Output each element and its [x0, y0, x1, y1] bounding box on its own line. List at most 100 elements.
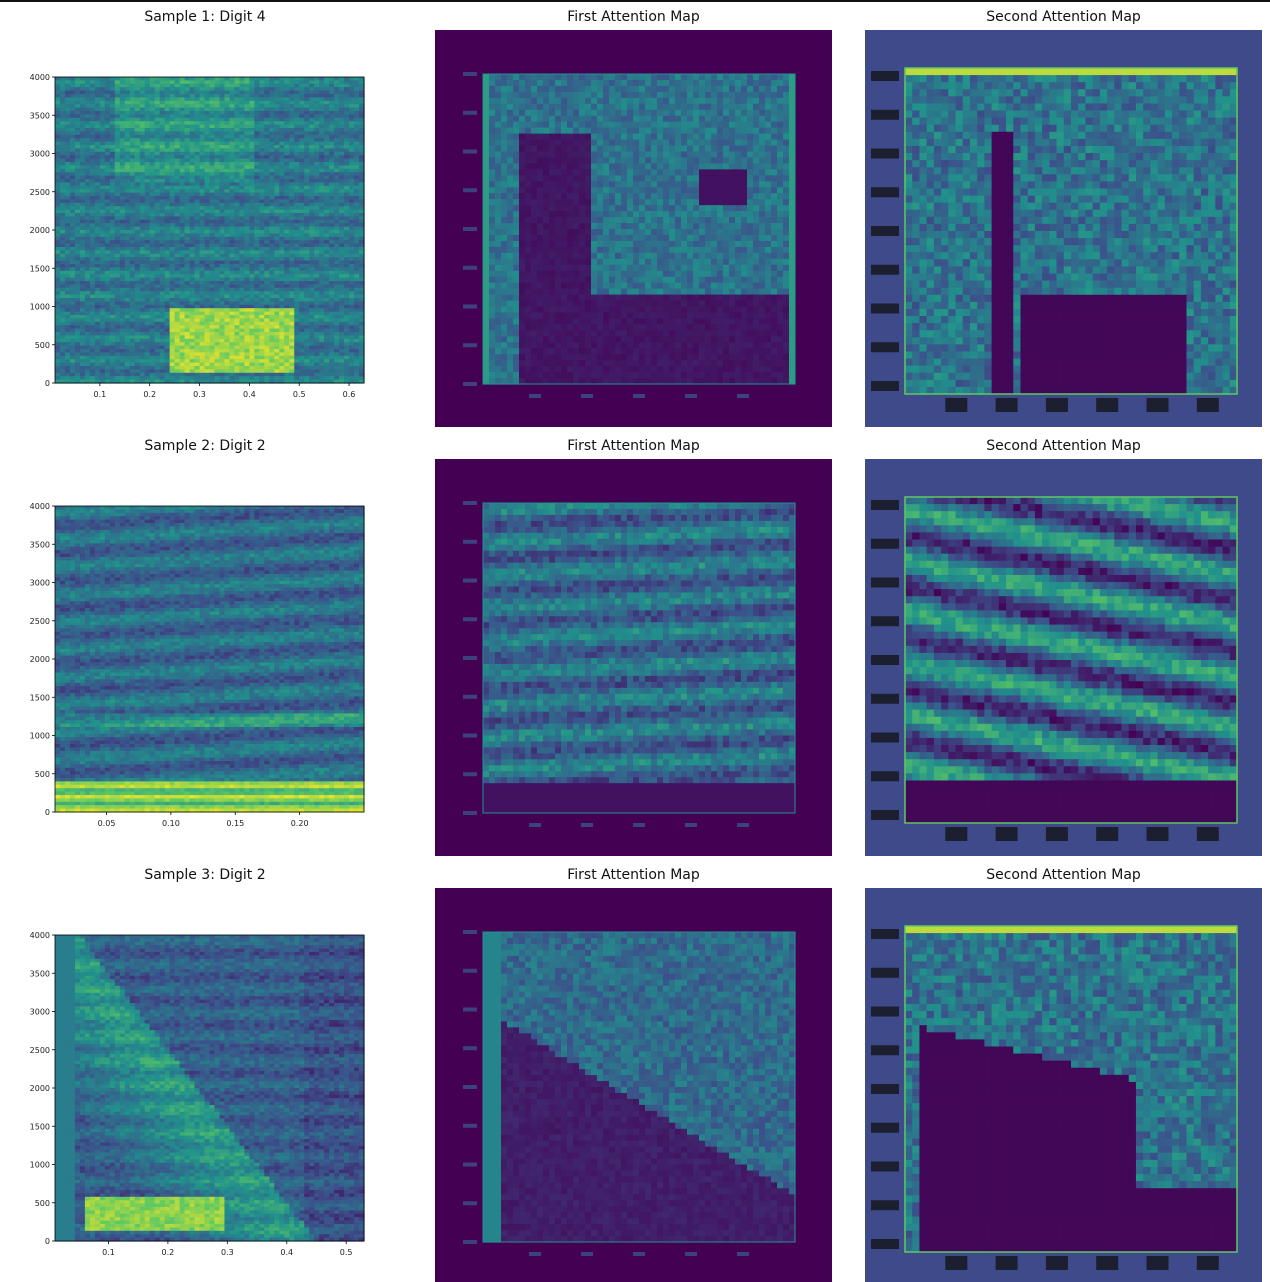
ghost-y-tick: [463, 1046, 477, 1051]
first-attention-map: [435, 459, 832, 856]
ghost-x-tick: [1196, 1256, 1219, 1270]
ghost-x-tick: [737, 823, 749, 827]
ghost-y-tick: [871, 616, 899, 627]
ghost-y-tick: [871, 771, 899, 782]
ghost-y-tick: [463, 1201, 477, 1206]
ghost-x-tick: [1045, 1256, 1068, 1270]
ghost-x-tick: [1196, 827, 1219, 841]
ghost-y-tick: [463, 382, 477, 386]
x-tick-label: 0.1: [93, 390, 106, 399]
ghost-x-tick: [685, 394, 697, 398]
y-tick-label: 1000: [30, 1161, 50, 1170]
y-tick-label: 1500: [30, 693, 50, 702]
x-tick-label: 0.4: [280, 1248, 293, 1257]
ghost-y-tick: [463, 1240, 477, 1244]
ghost-y-tick: [871, 1239, 899, 1249]
ghost-y-tick: [463, 811, 477, 815]
ghost-y-tick: [463, 578, 477, 583]
y-tick-label: 3500: [30, 969, 50, 978]
first-attention-map: [435, 888, 832, 1282]
ghost-x-tick: [995, 827, 1018, 841]
ghost-y-tick: [463, 1123, 477, 1128]
y-tick-label: 3000: [30, 1008, 50, 1017]
y-tick-label: 0: [45, 808, 50, 817]
y-tick-label: 500: [35, 1199, 50, 1208]
x-tick-label: 0.1: [102, 1248, 115, 1257]
ghost-x-tick: [633, 1252, 645, 1256]
y-tick-label: 2000: [30, 226, 50, 235]
y-tick-label: 3500: [30, 111, 50, 120]
y-tick-label: 2500: [30, 188, 50, 197]
ghost-y-tick: [463, 501, 477, 505]
y-tick-label: 3500: [30, 540, 50, 549]
y-tick-label: 2000: [30, 655, 50, 664]
x-tick-label: 0.15: [226, 819, 244, 828]
ghost-x-tick: [633, 394, 645, 398]
ghost-y-tick: [871, 500, 899, 510]
ghost-y-tick: [463, 72, 477, 76]
ghost-y-tick: [871, 187, 899, 198]
ghost-y-tick: [871, 810, 899, 820]
ghost-x-tick: [945, 1256, 968, 1270]
ghost-x-tick: [995, 1256, 1018, 1270]
ghost-x-tick: [685, 823, 697, 827]
y-tick-label: 0: [45, 379, 50, 388]
ghost-x-tick: [581, 394, 593, 398]
spectrogram-panel: 0 500 1000 1500 2000 2500 3000 3500 4000 0.1 0.2 0.…: [30, 73, 365, 399]
ghost-y-tick: [463, 968, 477, 973]
ghost-x-tick: [1146, 1256, 1169, 1270]
y-tick-label: 4000: [30, 73, 50, 82]
y-tick-label: 500: [35, 341, 50, 350]
ghost-y-tick: [871, 71, 899, 81]
ghost-y-tick: [871, 1084, 899, 1094]
second-attention-map: [865, 888, 1262, 1282]
spectrogram-panel: 0 500 1000 1500 2000 2500 3000 3500 4000 0.1 0.2 0.…: [30, 931, 365, 1257]
ghost-axes-frame: [904, 925, 1238, 1253]
ghost-x-tick: [1045, 827, 1068, 841]
ghost-y-tick: [463, 539, 477, 544]
ghost-y-tick: [871, 1045, 899, 1056]
ghost-y-tick: [871, 148, 899, 159]
y-tick-label: 3000: [30, 150, 50, 159]
y-tick-label: 2000: [30, 1084, 50, 1093]
ghost-y-tick: [463, 1085, 477, 1089]
x-tick-label: 0.4: [243, 390, 256, 399]
second-attention-map: [865, 459, 1262, 856]
panel-title: Second Attention Map: [865, 9, 1262, 25]
y-tick-label: 1500: [30, 1122, 50, 1131]
ghost-x-tick: [685, 1252, 697, 1256]
ghost-y-tick: [463, 110, 477, 115]
spectrogram-panel: 0 500 1000 1500 2000 2500 3000 3500 4000 0.05 0.10…: [30, 502, 365, 828]
ghost-x-tick: [1196, 398, 1219, 412]
panel-title: First Attention Map: [435, 9, 832, 25]
ghost-y-tick: [871, 967, 899, 978]
ghost-x-tick: [581, 1252, 593, 1256]
ghost-axes-frame: [904, 496, 1238, 824]
ghost-y-tick: [871, 577, 899, 588]
ghost-x-tick: [1146, 398, 1169, 412]
y-tick-label: 0: [45, 1237, 50, 1246]
x-tick-label: 0.5: [340, 1248, 353, 1257]
panel-title: Sample 1: Digit 4: [55, 9, 355, 25]
ghost-x-tick: [1045, 398, 1068, 412]
ghost-y-tick: [463, 1162, 477, 1167]
ghost-y-tick: [871, 1006, 899, 1017]
y-tick-label: 4000: [30, 931, 50, 940]
x-tick-label: 0.2: [162, 1248, 175, 1257]
ghost-axes-frame: [482, 502, 796, 814]
ghost-x-tick: [633, 823, 645, 827]
ghost-y-tick: [871, 226, 899, 236]
ghost-y-tick: [463, 930, 477, 934]
first-attention-map: [435, 30, 832, 427]
y-tick-label: 4000: [30, 502, 50, 511]
ghost-x-tick: [945, 827, 968, 841]
panel-title: First Attention Map: [435, 867, 832, 883]
ghost-y-tick: [871, 693, 899, 704]
ghost-y-tick: [871, 538, 899, 549]
ghost-y-tick: [871, 381, 899, 391]
y-tick-label: 3000: [30, 579, 50, 588]
y-tick-label: 1500: [30, 264, 50, 273]
ghost-y-tick: [871, 303, 899, 314]
ghost-y-tick: [463, 617, 477, 622]
